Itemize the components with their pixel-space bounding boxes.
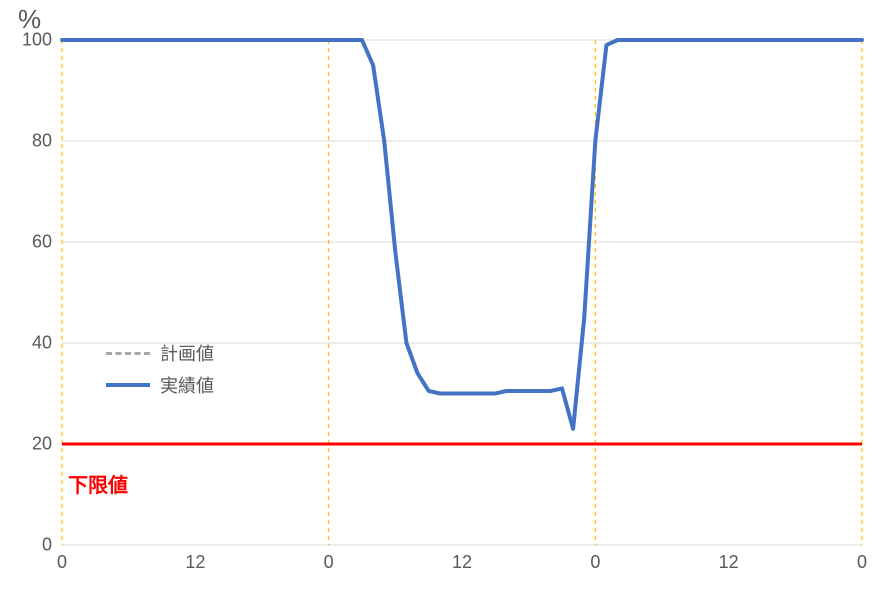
y-tick-label: 20 (32, 434, 52, 455)
lower-limit-label: 下限値 (68, 469, 128, 498)
y-tick-label: 80 (32, 131, 52, 152)
legend: 計画値 実績値 (100, 333, 220, 405)
y-tick-label: 40 (32, 333, 52, 354)
chart-container: % 020406080100 0120120120 下限値 計画値 実績値 (0, 0, 880, 597)
x-tick-label: 0 (57, 552, 67, 573)
x-tick-label: 0 (857, 552, 867, 573)
legend-label-actual: 実績値 (160, 372, 214, 398)
x-tick-label: 0 (324, 552, 334, 573)
legend-label-plan: 計画値 (160, 340, 214, 366)
x-tick-label: 12 (185, 552, 205, 573)
y-tick-label: 100 (22, 30, 52, 51)
y-tick-label: 0 (42, 535, 52, 556)
x-tick-label: 12 (719, 552, 739, 573)
x-tick-label: 12 (452, 552, 472, 573)
legend-item-actual: 実績値 (106, 369, 214, 401)
y-tick-label: 60 (32, 232, 52, 253)
legend-item-plan: 計画値 (106, 337, 214, 369)
x-tick-label: 0 (590, 552, 600, 573)
legend-swatch-actual (106, 383, 150, 387)
legend-swatch-plan (106, 352, 150, 355)
chart-svg (0, 0, 880, 597)
